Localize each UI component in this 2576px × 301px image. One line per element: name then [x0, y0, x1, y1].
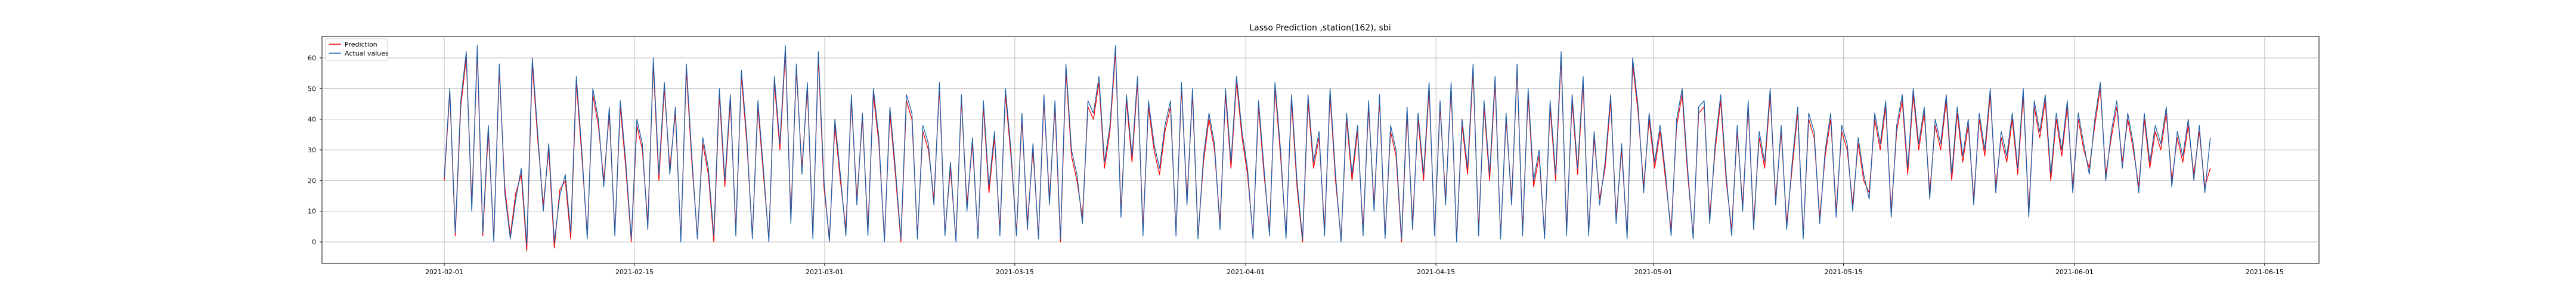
legend-box	[325, 38, 388, 61]
y-tick-label: 60	[308, 54, 316, 62]
x-axis-ticks: 2021-02-01 2021-02-15 2021-03-01 2021-03-15…	[425, 263, 2284, 276]
x-tick-label: 2021-04-01	[1227, 268, 1265, 276]
grid-lines	[322, 36, 2319, 263]
legend: Prediction Actual values	[325, 38, 389, 61]
y-tick-label: 50	[308, 85, 316, 93]
y-tick-label: 10	[308, 208, 316, 216]
y-tick-label: 0	[312, 238, 316, 246]
series-prediction-line	[444, 51, 2211, 252]
x-tick-label: 2021-02-15	[615, 268, 654, 276]
y-tick-label: 40	[308, 116, 316, 124]
y-tick-label: 30	[308, 146, 316, 154]
legend-actual-label: Actual values	[345, 50, 389, 57]
legend-prediction-label: Prediction	[345, 41, 377, 48]
y-tick-label: 20	[308, 177, 316, 185]
series-actual-line	[444, 45, 2211, 245]
y-axis-ticks: 0 10 20 30 40 50 60	[308, 54, 322, 246]
x-tick-label: 2021-03-15	[996, 268, 1034, 276]
chart-title: Lasso Prediction ,station(162), sbi	[1249, 23, 1391, 33]
x-tick-label: 2021-06-01	[2055, 268, 2094, 276]
x-tick-label: 2021-05-15	[1825, 268, 1863, 276]
x-tick-label: 2021-02-01	[425, 268, 463, 276]
series-layer	[444, 45, 2211, 252]
x-tick-label: 2021-04-15	[1417, 268, 1455, 276]
x-tick-label: 2021-06-15	[2246, 268, 2284, 276]
x-tick-label: 2021-03-01	[806, 268, 844, 276]
x-tick-label: 2021-05-01	[1634, 268, 1673, 276]
